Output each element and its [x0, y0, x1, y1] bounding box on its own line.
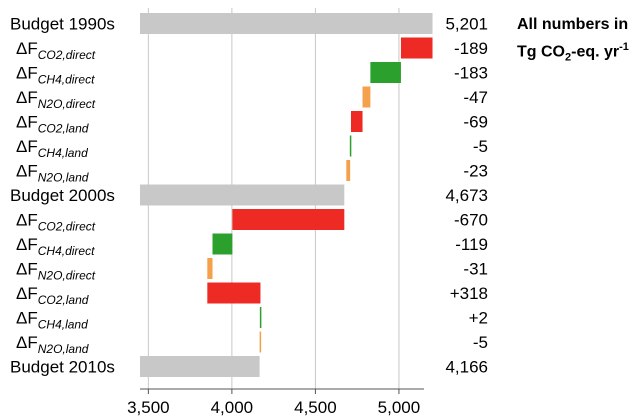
delta-subscript: N2O,land [38, 171, 89, 185]
x-axis: 3,500 4,000 4,500 5,000 [127, 388, 424, 416]
delta-symbol: ΔF [16, 309, 38, 328]
value-label: -5 [473, 333, 488, 352]
delta-symbol: ΔF [16, 235, 38, 254]
delta-row-label: ΔFCO2,direct [16, 39, 96, 62]
units-note-line2: Tg CO2-eq. yr-1 [517, 36, 642, 69]
delta-bar [259, 331, 262, 353]
delta-bar [212, 233, 233, 255]
delta-symbol: ΔF [16, 64, 38, 83]
delta-symbol: ΔF [16, 88, 38, 107]
units-note: All numbers in Tg CO2-eq. yr-1 [517, 14, 642, 69]
x-tick-label: 4,500 [294, 398, 337, 416]
delta-row-label: ΔFN2O,direct [16, 88, 96, 111]
budget-bar [140, 13, 433, 34]
value-labels: 5,201 -189 -183 -47 -69 -5 -23 4,673 -670 -119 -31… [445, 15, 488, 377]
delta-subscript: N2O,direct [38, 97, 96, 111]
delta-symbol: ΔF [16, 333, 38, 352]
row-labels: Budget 1990sΔFCO2,directΔFCH4,directΔFN2… [10, 15, 115, 377]
delta-bar [400, 37, 433, 59]
delta-row-label: ΔFN2O,direct [16, 260, 96, 283]
delta-symbol: ΔF [16, 284, 38, 303]
delta-row-label: ΔFCO2,land [16, 284, 89, 307]
delta-bar [349, 135, 352, 157]
value-label: +318 [450, 284, 488, 303]
delta-bar [362, 86, 371, 108]
value-label: -69 [463, 113, 488, 132]
budget-row-label: Budget 2000s [10, 186, 115, 205]
delta-bar [232, 209, 345, 230]
budget-row-label: Budget 2010s [10, 358, 115, 377]
delta-bar [207, 258, 213, 279]
delta-symbol: ΔF [16, 162, 38, 181]
delta-subscript: CO2,land [38, 293, 89, 307]
delta-symbol: ΔF [16, 137, 38, 156]
value-label: 4,166 [445, 358, 488, 377]
value-label: -189 [454, 39, 488, 58]
units-subscript: 2 [565, 51, 572, 64]
delta-subscript: CH4,direct [38, 73, 95, 87]
value-label: -119 [455, 235, 488, 254]
value-label: -47 [463, 88, 488, 107]
value-label: -670 [454, 211, 488, 230]
delta-row-label: ΔFN2O,land [16, 162, 89, 185]
delta-row-label: ΔFCH4,direct [16, 64, 95, 87]
delta-row-label: ΔFCO2,land [16, 113, 89, 136]
delta-row-label: ΔFCH4,direct [16, 235, 95, 258]
delta-subscript: CO2,direct [38, 48, 96, 62]
budget-bar [140, 356, 260, 377]
units-note-line1: All numbers in [517, 16, 629, 33]
delta-symbol: ΔF [16, 211, 38, 230]
delta-subscript: CH4,land [38, 318, 88, 332]
delta-row-label: ΔFN2O,land [16, 333, 89, 356]
delta-bar [207, 282, 261, 304]
units-mid: -eq. yr [571, 43, 620, 61]
delta-subscript: CO2,land [38, 122, 89, 136]
delta-row-label: ΔFCH4,land [16, 309, 88, 332]
value-label: 5,201 [445, 15, 488, 34]
units-superscript: -1 [619, 41, 629, 53]
delta-subscript: CH4,direct [38, 244, 95, 258]
x-tick-label: 3,500 [127, 398, 170, 416]
delta-row-label: ΔFCO2,direct [16, 211, 96, 234]
value-label: -23 [463, 162, 488, 181]
value-label: -5 [473, 137, 488, 156]
value-label: +2 [469, 309, 488, 328]
value-label: -183 [454, 64, 488, 83]
delta-symbol: ΔF [16, 113, 38, 132]
delta-bar [370, 62, 401, 83]
units-prefix: Tg CO [517, 43, 565, 61]
delta-subscript: CH4,land [38, 146, 88, 160]
delta-bar [346, 160, 351, 181]
delta-symbol: ΔF [16, 260, 38, 279]
value-label: -31 [463, 260, 488, 279]
delta-subscript: CO2,direct [38, 220, 96, 234]
bars [140, 13, 433, 377]
delta-subscript: N2O,land [38, 342, 89, 356]
delta-row-label: ΔFCH4,land [16, 137, 88, 160]
delta-bar [350, 111, 363, 132]
x-tick-label: 5,000 [378, 398, 421, 416]
delta-symbol: ΔF [16, 39, 38, 58]
delta-bar [259, 307, 262, 328]
delta-subscript: N2O,direct [38, 269, 96, 283]
value-label: 4,673 [445, 186, 488, 205]
budget-row-label: Budget 1990s [10, 15, 115, 34]
budget-bar [140, 184, 345, 206]
x-tick-label: 4,000 [211, 398, 254, 416]
